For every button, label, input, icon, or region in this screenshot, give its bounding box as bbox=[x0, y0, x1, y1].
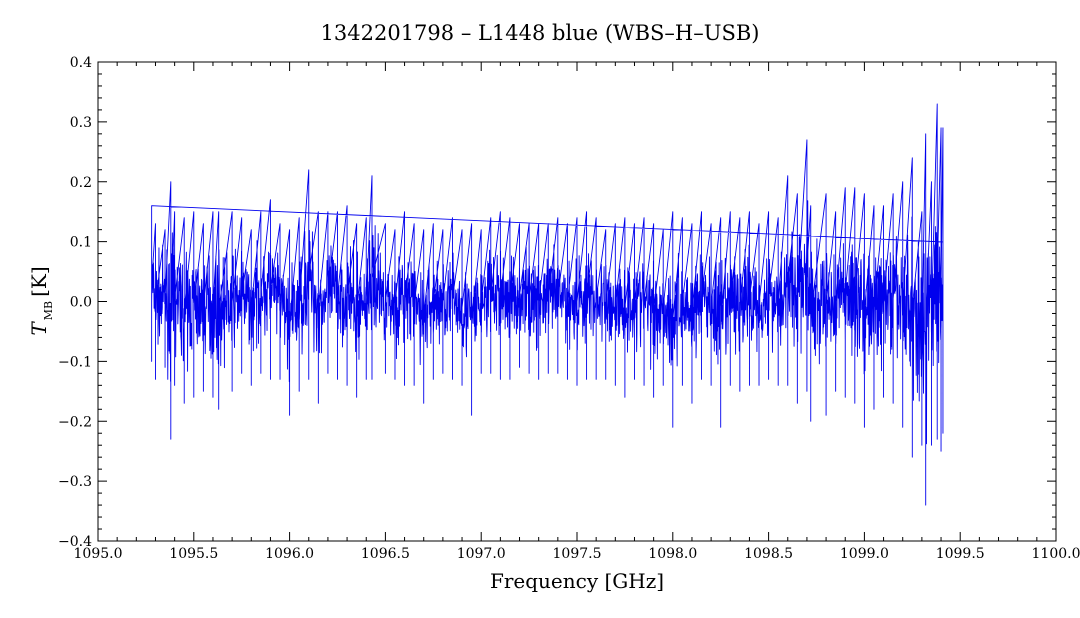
y-tick-label: 0.0 bbox=[70, 295, 92, 311]
y-tick-label: −0.2 bbox=[58, 414, 92, 430]
x-tick-label: 1095.0 bbox=[74, 546, 123, 562]
chart-title: 1342201798 – L1448 blue (WBS–H–USB) bbox=[321, 21, 760, 45]
y-axis-symbol: T bbox=[27, 321, 51, 336]
x-tick-label: 1097.5 bbox=[553, 546, 602, 562]
x-tick-label: 1100.0 bbox=[1032, 546, 1080, 562]
spectrum-series-line bbox=[151, 103, 944, 506]
y-tick-label: 0.2 bbox=[70, 175, 92, 191]
y-tick-label: 0.4 bbox=[70, 55, 92, 71]
y-axis-unit: [K] bbox=[27, 266, 51, 297]
x-tick-label: 1096.0 bbox=[265, 546, 314, 562]
y-tick-label: −0.1 bbox=[58, 354, 92, 370]
y-tick-label: 0.1 bbox=[70, 235, 92, 251]
y-tick-label: −0.3 bbox=[58, 474, 92, 490]
series-layer bbox=[151, 103, 944, 506]
y-axis-subscript: MB bbox=[42, 301, 55, 320]
ticks-layer bbox=[97, 61, 1057, 542]
y-axis-label: TMB [K] bbox=[27, 266, 55, 335]
x-tick-label: 1098.0 bbox=[648, 546, 697, 562]
x-tick-label: 1099.0 bbox=[840, 546, 889, 562]
x-tick-label: 1099.5 bbox=[936, 546, 985, 562]
y-tick-labels: 0.4 0.3 0.2 0.1 0.0 −0.1 −0.2 −0.3 −0.4 bbox=[58, 55, 92, 550]
x-tick-labels: 1095.0 1095.5 1096.0 1096.5 1097.0 1097.5 1098… bbox=[74, 546, 1080, 562]
x-axis-label: Frequency [GHz] bbox=[490, 569, 664, 593]
y-tick-label: 0.3 bbox=[70, 115, 92, 131]
x-tick-label: 1097.0 bbox=[457, 546, 506, 562]
x-tick-label: 1095.5 bbox=[169, 546, 218, 562]
x-tick-label: 1096.5 bbox=[361, 546, 410, 562]
y-tick-label: −0.4 bbox=[58, 534, 92, 550]
x-tick-label: 1098.5 bbox=[744, 546, 793, 562]
